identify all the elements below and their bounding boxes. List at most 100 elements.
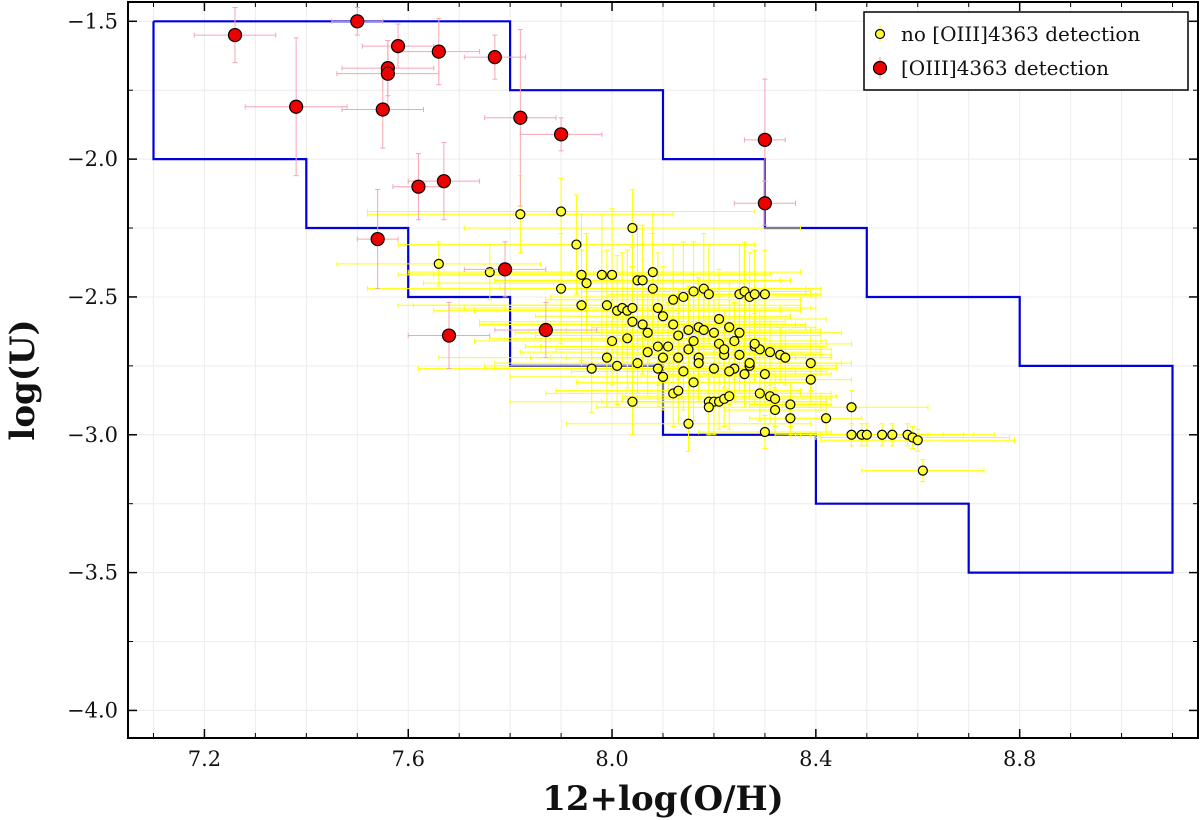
no-detection-point xyxy=(652,341,664,352)
no-detection-point xyxy=(719,344,730,355)
no-detection-point xyxy=(657,371,669,382)
no-detection-point xyxy=(576,269,587,280)
no-detection-point xyxy=(515,209,526,220)
x-tick-label: 8.8 xyxy=(1003,747,1036,771)
boundary-layer xyxy=(152,20,1174,574)
no-detection-point xyxy=(713,313,725,325)
no-detection-point xyxy=(647,267,658,278)
no-detection-point xyxy=(601,352,613,363)
detection-point xyxy=(370,231,385,247)
no-detection-point xyxy=(769,404,781,416)
no-detection-point xyxy=(917,465,928,476)
x-tick-label: 8.4 xyxy=(799,747,832,771)
detection-point xyxy=(441,328,457,343)
no-detection-point xyxy=(846,429,857,440)
legend-no-detection-marker xyxy=(874,28,886,40)
no-detection-point xyxy=(484,267,495,278)
no-detection-point xyxy=(673,330,684,341)
no-detection-point xyxy=(688,286,699,297)
no-detection-point xyxy=(606,269,618,280)
no-detection-point xyxy=(657,311,669,322)
x-axis-title: 12+log(O/H) xyxy=(542,779,784,819)
x-tick-label: 7.6 xyxy=(392,747,425,771)
no-detection-point xyxy=(555,206,567,217)
no-detection-point xyxy=(744,358,755,369)
y-tick-label: −3.0 xyxy=(67,423,118,447)
no-detection-point xyxy=(668,319,679,330)
no-detection-point xyxy=(652,302,664,314)
no-detection-point xyxy=(673,352,684,363)
no-detection-point xyxy=(606,335,618,347)
detection-point xyxy=(350,14,365,29)
no-detection-point xyxy=(780,352,791,363)
no-detection-point xyxy=(642,346,653,358)
no-detection-point xyxy=(693,358,704,369)
no-detection-point xyxy=(581,278,592,289)
detection-point xyxy=(538,322,553,338)
no-detection-point xyxy=(662,341,674,352)
no-detection-point xyxy=(688,335,699,347)
no-detection-point xyxy=(734,349,745,360)
no-detection-point xyxy=(622,333,633,344)
detection-series xyxy=(193,7,796,370)
no-detection-point xyxy=(887,429,898,440)
no-detection-point xyxy=(642,327,653,338)
detection-point xyxy=(390,39,406,54)
no-detection-point xyxy=(703,289,714,300)
no-detection-point xyxy=(555,283,567,294)
detection-point xyxy=(227,27,243,43)
no-detection-point xyxy=(637,319,648,330)
no-detection-point xyxy=(586,363,597,374)
y-tick-label: −3.5 xyxy=(67,561,118,585)
legend-box xyxy=(863,11,1189,91)
no-detection-point xyxy=(688,377,699,388)
no-detection-point xyxy=(708,363,720,374)
detection-point xyxy=(757,132,773,147)
no-detection-point xyxy=(759,369,771,380)
no-detection-point xyxy=(683,418,694,429)
no-detection-point xyxy=(764,346,776,358)
no-detection-point xyxy=(754,388,765,399)
detection-point xyxy=(375,102,390,117)
detection-point xyxy=(757,196,773,211)
no-detection-point xyxy=(820,413,832,424)
no-detection-point xyxy=(729,335,740,347)
no-detection-point xyxy=(673,385,684,396)
no-detection-point xyxy=(657,352,669,363)
no-detection-point xyxy=(601,300,613,311)
no-detection-point xyxy=(596,269,607,280)
legend-detection-label: [OIII]4363 detection xyxy=(901,56,1109,80)
no-detection-point xyxy=(433,258,444,269)
no-detection-point xyxy=(627,302,638,314)
no-detection-point xyxy=(698,324,709,336)
no-detection-point xyxy=(749,289,760,300)
y-tick-label: −1.5 xyxy=(67,9,118,33)
y-axis-title: log(U) xyxy=(3,319,43,440)
no-detection-point xyxy=(708,327,720,338)
no-detection-point xyxy=(861,429,872,440)
no-detection-point xyxy=(734,327,745,338)
no-detection-point xyxy=(678,291,689,303)
no-detection-point xyxy=(876,429,888,440)
legend-detection-marker xyxy=(872,60,888,76)
no-detection-point xyxy=(724,366,735,377)
no-detection-point xyxy=(637,275,648,286)
no-detection-point xyxy=(749,338,760,349)
no-detection-point xyxy=(612,360,623,371)
no-detection-point xyxy=(805,374,816,385)
no-detection-point xyxy=(571,239,582,250)
detection-point xyxy=(289,99,304,114)
no-detection-point xyxy=(805,358,816,369)
no-detection-point xyxy=(678,366,689,377)
y-tick-label: −2.5 xyxy=(67,285,118,309)
no-detection-point xyxy=(647,283,658,294)
no-detection-point xyxy=(683,344,694,355)
no-detection-point xyxy=(627,316,638,327)
x-tick-label: 8.0 xyxy=(595,747,628,771)
detection-point xyxy=(411,179,426,194)
no-detection-point xyxy=(846,402,857,413)
no-detection-point xyxy=(739,369,750,380)
y-tick-label: −2.0 xyxy=(67,147,118,171)
no-detection-point xyxy=(724,391,735,402)
y-tick-label: −4.0 xyxy=(67,698,118,722)
